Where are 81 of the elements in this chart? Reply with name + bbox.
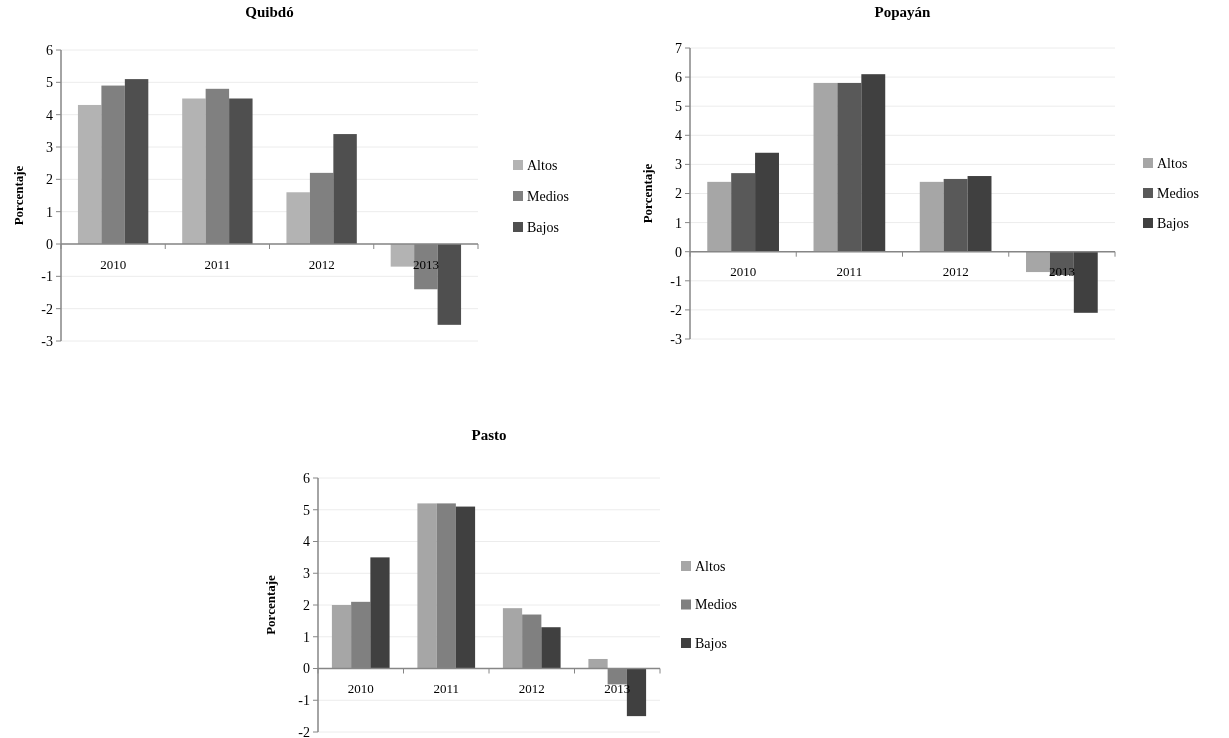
y-tick-label: 3 <box>46 139 53 155</box>
bar <box>286 192 310 244</box>
legend-label: Medios <box>695 597 737 613</box>
y-tick-label: 6 <box>303 470 310 486</box>
legend-label: Altos <box>527 157 558 173</box>
y-axis-title: Porcentaje <box>262 574 278 635</box>
bar <box>182 98 206 244</box>
x-tick-label: 2010 <box>730 264 757 280</box>
y-tick-label: 1 <box>303 629 310 645</box>
bar <box>837 82 862 252</box>
legend-label: Medios <box>1157 185 1199 201</box>
bar <box>755 152 779 252</box>
y-tick-label: 2 <box>675 186 682 202</box>
bar <box>967 176 992 252</box>
y-axis-title: Porcentaje <box>639 163 655 224</box>
y-tick-label: 5 <box>46 75 53 91</box>
bar <box>541 627 561 669</box>
bar <box>731 173 756 252</box>
y-tick-label: 6 <box>675 70 682 85</box>
bar <box>77 104 102 244</box>
y-tick-label: 0 <box>46 236 53 252</box>
y-tick-label: -2 <box>298 724 310 738</box>
y-tick-label: -1 <box>298 693 310 709</box>
x-tick-label: 2011 <box>836 264 863 280</box>
bar <box>919 181 944 252</box>
bar <box>370 557 390 669</box>
legend-label: Altos <box>1157 155 1188 171</box>
y-tick-label: 6 <box>46 42 53 58</box>
bar <box>861 74 886 252</box>
chart-title: Popayán <box>874 4 932 20</box>
x-tick-label: 2010 <box>100 256 127 272</box>
chart-title: Pasto <box>471 427 507 443</box>
x-tick-label: 2011 <box>204 256 231 272</box>
legend-label: Altos <box>695 558 726 574</box>
y-tick-label: 7 <box>675 40 682 56</box>
bar <box>1026 251 1050 273</box>
bar <box>437 244 462 325</box>
y-tick-label: -3 <box>41 333 53 349</box>
x-tick-label: 2013 <box>412 256 439 272</box>
y-tick-label: 0 <box>303 661 310 677</box>
bar <box>229 98 253 244</box>
y-tick-label: -1 <box>670 273 682 289</box>
y-tick-label: 0 <box>675 244 682 260</box>
legend-label: Medios <box>527 188 569 204</box>
y-tick-label: -2 <box>670 302 682 318</box>
y-tick-label: 4 <box>46 107 53 123</box>
y-tick-label: 5 <box>303 502 310 518</box>
bar <box>455 506 476 669</box>
x-tick-label: 2012 <box>518 681 545 697</box>
bar <box>333 134 357 244</box>
y-tick-label: 5 <box>675 99 682 115</box>
x-tick-label: 2011 <box>433 681 460 697</box>
bar <box>707 181 732 252</box>
y-tick-label: 4 <box>675 128 682 144</box>
y-tick-label: 1 <box>46 204 53 220</box>
y-tick-label: -1 <box>41 269 53 285</box>
bar <box>588 658 608 669</box>
legend-label: Bajos <box>527 219 559 235</box>
bar <box>124 79 149 244</box>
y-tick-label: -3 <box>670 331 682 347</box>
legend-label: Bajos <box>1157 215 1189 231</box>
y-tick-label: 2 <box>46 172 53 188</box>
x-tick-label: 2010 <box>347 681 374 697</box>
bar <box>502 608 523 669</box>
y-tick-label: 2 <box>303 597 310 613</box>
y-tick-label: 3 <box>675 157 682 173</box>
y-tick-label: 1 <box>675 215 682 231</box>
bar <box>390 244 415 267</box>
y-tick-label: 4 <box>303 534 310 550</box>
bar <box>1073 251 1098 313</box>
chart-title: Quibdó <box>245 4 294 20</box>
x-tick-label: 2012 <box>308 256 335 272</box>
bar <box>417 503 437 669</box>
y-axis-title: Porcentaje <box>10 165 26 226</box>
x-tick-label: 2012 <box>942 264 969 280</box>
legend-label: Bajos <box>695 635 727 651</box>
bar <box>813 82 838 252</box>
bar <box>331 605 352 669</box>
bar <box>943 178 968 252</box>
y-tick-label: -2 <box>41 301 53 317</box>
y-tick-label: 3 <box>303 566 310 582</box>
